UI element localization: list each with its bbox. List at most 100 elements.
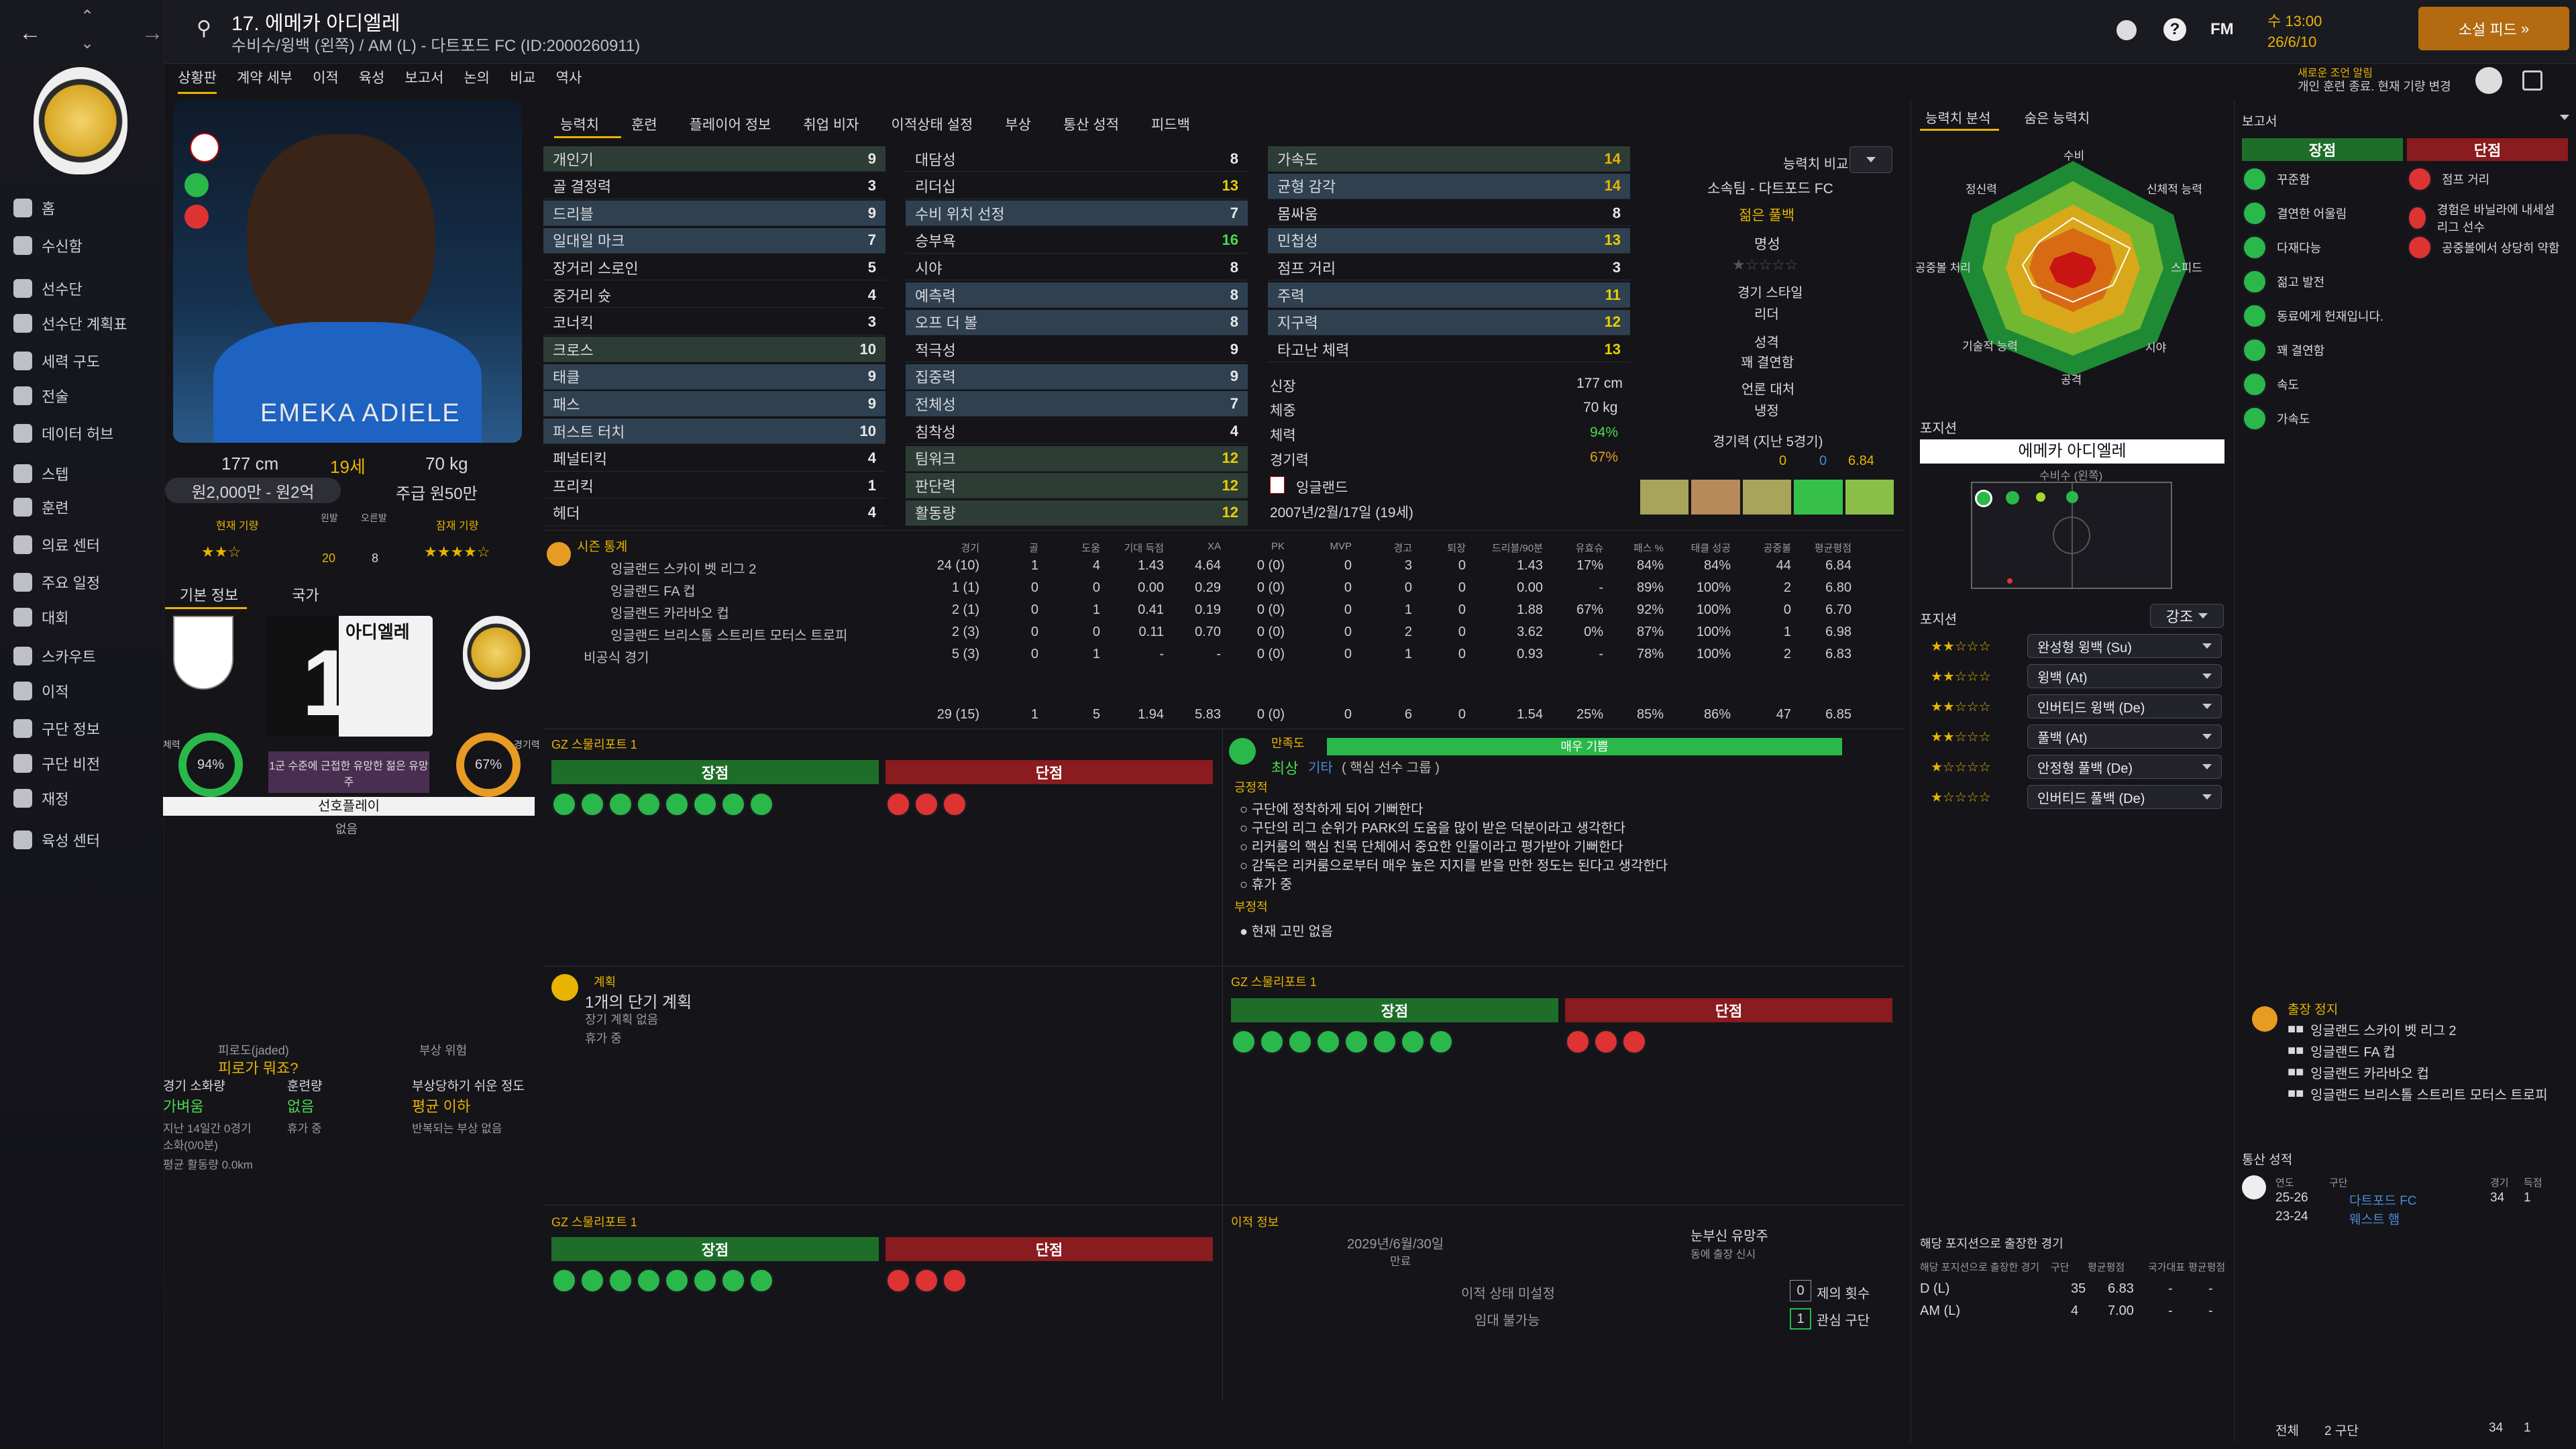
attribute-row[interactable]: 시야 8 [906,255,1248,281]
role-dropdown[interactable]: 인버티드 풀백 (De) [2027,785,2222,809]
attribute-row[interactable]: 페널티킥 4 [543,446,885,472]
continue-button[interactable]: 소설 피드 » [2418,7,2569,50]
season-stats-title[interactable]: 시즌 통계 [577,540,628,554]
detail-tab-3[interactable]: 취업 비자 [803,117,859,133]
stats-header[interactable]: PK [1271,541,1285,552]
report-right-caret[interactable] [2555,111,2569,123]
pos-apps-header[interactable]: 평균평점 [2188,1262,2226,1273]
attribute-row[interactable]: 적극성 9 [906,337,1248,363]
pos-apps-header[interactable]: 평균평점 [2088,1262,2125,1273]
stats-competition[interactable]: 잉글랜드 스카이 벳 리그 2 [610,562,757,577]
attribute-row[interactable]: 침착성 4 [906,419,1248,444]
subtab-2[interactable]: 이적 [313,70,339,86]
sidebar-item-1[interactable]: 수신함 [13,232,83,259]
role-row[interactable]: ★☆☆☆☆ 안정형 풀백 (De) [1920,755,2224,780]
pos-apps-header[interactable]: 구단 [2051,1262,2070,1273]
attribute-row[interactable]: 팀워크 12 [906,445,1248,472]
pos-apps-header[interactable]: 국가대표 [2148,1262,2186,1273]
stats-header[interactable]: 경고 [1393,543,1412,554]
subtab-3[interactable]: 육성 [358,70,385,86]
stats-header[interactable]: XA [1207,541,1221,552]
role-dropdown[interactable]: 인버티드 윙백 (De) [2027,694,2222,718]
role-dropdown[interactable]: 완성형 윙백 (Su) [2027,634,2222,658]
attribute-row[interactable]: 드리블 9 [543,201,885,227]
sidebar-item-13[interactable]: 이적 [13,678,68,704]
sidebar-item-10[interactable]: 주요 일정 [13,569,100,596]
pro-item[interactable]: 젊고 발전 [2242,269,2324,294]
pro-item[interactable]: 가속도 [2242,406,2310,431]
report1-title[interactable]: GZ 스물리포트 1 [551,738,637,751]
sidebar-item-14[interactable]: 구단 정보 [13,715,100,742]
role-row[interactable]: ★★☆☆☆ 풀백 (At) [1920,724,2224,750]
plans-title[interactable]: 계획 [594,975,616,989]
transfer-title[interactable]: 이적 정보 [1231,1216,1279,1229]
stats-competition[interactable]: 비공식 경기 [584,651,649,665]
stats-competition[interactable]: 잉글랜드 브리스톨 스트리트 모터스 트로피 [610,629,848,643]
attribute-row[interactable]: 점프 거리 3 [1268,255,1630,281]
detail-tab-6[interactable]: 통산 성적 [1063,117,1120,133]
attribute-row[interactable]: 주력 11 [1268,282,1630,308]
radar-tab-0[interactable]: 능력치 분석 [1925,111,1991,126]
attribute-row[interactable]: 골 결정력 3 [543,174,885,199]
forward-arrow-icon[interactable]: → [141,20,164,46]
stats-header[interactable]: 공중볼 [1763,543,1791,554]
club-crest[interactable] [34,67,127,174]
attribute-row[interactable]: 타고난 체력 13 [1268,337,1630,363]
stats-competition[interactable]: 잉글랜드 카라바오 컵 [610,606,729,621]
sidebar-item-6[interactable]: 데이터 허브 [13,420,113,447]
attribute-row[interactable]: 활동량 12 [906,500,1248,526]
subtab-4[interactable]: 보고서 [405,70,444,86]
attribute-row[interactable]: 지구력 12 [1268,309,1630,335]
happiness-title[interactable]: 만족도 [1271,737,1305,750]
stats-header[interactable]: 퇴장 [1447,543,1466,554]
stats-header[interactable]: 경기 [961,543,979,554]
subtab-7[interactable]: 역사 [555,70,582,86]
attribute-row[interactable]: 민첩성 13 [1268,227,1630,254]
con-item[interactable]: 점프 거리 [2407,166,2568,192]
detail-tab-1[interactable]: 훈련 [631,117,657,133]
stats-header[interactable]: 유효슈 [1575,543,1603,554]
fm-menu-button[interactable]: FM [2210,20,2234,38]
attribute-row[interactable]: 몸싸움 8 [1268,201,1630,227]
attribute-row[interactable]: 퍼스트 터치 10 [543,419,885,444]
stats-competition[interactable]: 잉글랜드 FA 컵 [610,584,696,599]
attribute-row[interactable]: 오프 더 볼 8 [906,309,1248,335]
subtab-5[interactable]: 논의 [464,70,490,86]
back-arrow-icon[interactable]: ← [19,20,42,46]
detail-tab-4[interactable]: 이적상태 설정 [891,117,973,133]
stats-header[interactable]: 평균평점 [1814,543,1851,554]
sidebar-item-5[interactable]: 전술 [13,382,68,409]
stats-header[interactable]: 드리블/90분 [1491,543,1543,554]
sidebar-item-4[interactable]: 세력 구도 [13,347,100,374]
pro-item[interactable]: 다재다능 [2242,235,2321,260]
subtab-0[interactable]: 상황판 [178,67,217,94]
subtab-6[interactable]: 비교 [509,70,536,86]
attribute-row[interactable]: 개인기 9 [543,146,885,172]
sidebar-item-12[interactable]: 스카우트 [13,643,96,669]
sidebar-item-7[interactable]: 스텝 [13,460,68,487]
attribute-row[interactable]: 리더십 13 [906,174,1248,199]
search-icon[interactable]: ⚲ [197,17,211,40]
attribute-row[interactable]: 프리킥 1 [543,473,885,499]
attribute-row[interactable]: 대담성 8 [906,146,1248,172]
sidebar-item-9[interactable]: 의료 센터 [13,531,100,558]
attribute-row[interactable]: 균형 감각 14 [1268,173,1630,199]
sidebar-item-3[interactable]: 선수단 계획표 [13,310,127,337]
attribute-row[interactable]: 장거리 스로인 5 [543,255,885,281]
role-dropdown[interactable]: 윙백 (At) [2027,664,2222,688]
stats-header[interactable]: MVP [1330,541,1352,552]
attribute-row[interactable]: 판단력 12 [906,473,1248,499]
detail-tab-5[interactable]: 부상 [1005,117,1031,133]
attribute-row[interactable]: 가속도 14 [1268,146,1630,172]
up-arrow-icon[interactable]: ⌃ [80,7,95,25]
stats-header[interactable]: 도움 [1081,543,1100,554]
skull-icon[interactable] [2116,20,2137,40]
club-tab-1[interactable]: 국가 [292,587,319,604]
detail-tab-0[interactable]: 능력치 [560,117,599,133]
pro-item[interactable]: 속도 [2242,372,2299,397]
stats-header[interactable]: 기대 득점 [1124,543,1164,554]
detail-tab-7[interactable]: 피드백 [1151,117,1190,133]
interest-label[interactable]: 관심 구단 [1817,1313,1870,1328]
role-dropdown[interactable]: 풀백 (At) [2027,724,2222,749]
sidebar-item-16[interactable]: 재정 [13,785,68,812]
